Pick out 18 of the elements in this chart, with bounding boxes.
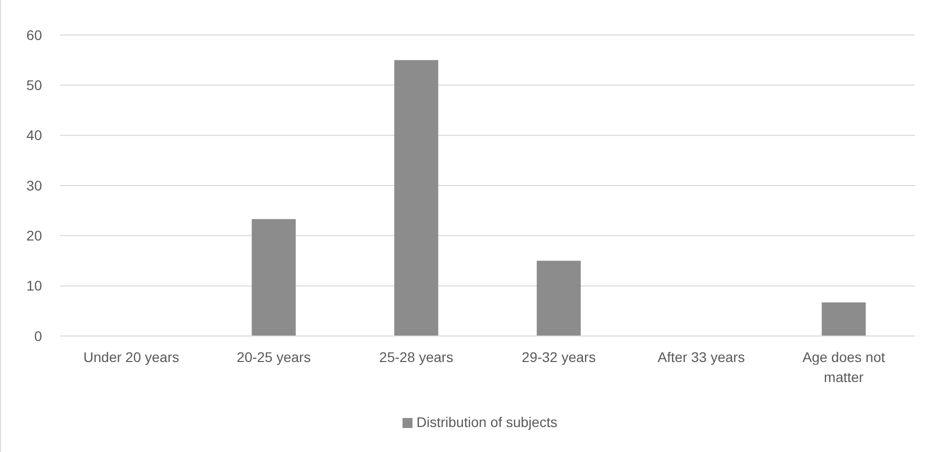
x-tick-label: 25-28 years — [379, 349, 454, 365]
y-tick-label: 40 — [26, 127, 42, 144]
y-tick-label: 60 — [26, 26, 42, 43]
x-tick-label: After 33 years — [658, 349, 745, 365]
x-tick-label: 20-25 years — [236, 349, 311, 365]
y-tick-label: 30 — [26, 177, 42, 194]
bar — [822, 302, 866, 336]
x-tick-label: Under 20 years — [83, 349, 180, 365]
bar — [252, 219, 296, 336]
bar — [536, 260, 581, 336]
y-tick-label: 50 — [26, 77, 42, 94]
x-tick-label: Age does not matter — [802, 349, 886, 385]
y-tick-label: 10 — [26, 278, 42, 294]
y-tick-label: 0 — [34, 328, 42, 344]
y-tick-label: 20 — [26, 228, 42, 244]
bar — [394, 60, 438, 336]
legend-label: Distribution of subjects — [416, 414, 558, 430]
x-tick-label: 29-32 years — [522, 349, 596, 365]
